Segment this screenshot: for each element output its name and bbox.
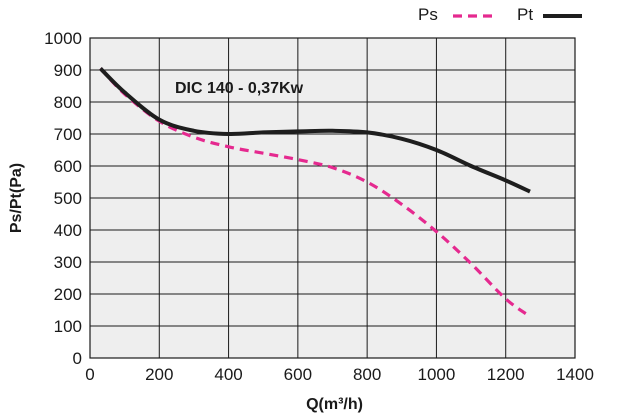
x-tick-label: 800: [353, 365, 381, 384]
legend: Ps Pt: [418, 5, 582, 24]
x-tick-label: 0: [85, 365, 94, 384]
y-tick-labels: 0 100 200 300 400 500 600 700 800 900 1000: [44, 29, 82, 368]
y-tick-label: 900: [54, 61, 82, 80]
series-lines: [98, 66, 531, 318]
x-tick-label: 400: [214, 365, 242, 384]
x-tick-label: 600: [284, 365, 312, 384]
y-tick-label: 800: [54, 93, 82, 112]
y-tick-label: 200: [54, 285, 82, 304]
x-tick-label: 200: [145, 365, 173, 384]
x-tick-label: 1000: [418, 365, 456, 384]
y-tick-label: 500: [54, 189, 82, 208]
plot-frame: [89, 37, 576, 359]
legend-label-ps: Ps: [418, 5, 438, 24]
y-tick-label: 700: [54, 125, 82, 144]
x-tick-labels: 0 200 400 600 800 1000 1200 1400: [85, 365, 594, 384]
x-tick-label: 1400: [556, 365, 594, 384]
x-axis-label: Q(m³/h): [306, 396, 363, 413]
chart-annotation: DIC 140 - 0,37Kw: [175, 80, 304, 97]
y-tick-label: 1000: [44, 29, 82, 48]
x-tick-label: 1200: [487, 365, 525, 384]
y-tick-label: 0: [73, 349, 82, 368]
y-tick-label: 400: [54, 221, 82, 240]
series-line-pt: [98, 66, 531, 194]
y-tick-label: 300: [54, 253, 82, 272]
y-axis-label: Ps/Pt(Pa): [8, 163, 25, 233]
y-tick-label: 600: [54, 157, 82, 176]
legend-label-pt: Pt: [517, 5, 533, 24]
y-tick-label: 100: [54, 317, 82, 336]
